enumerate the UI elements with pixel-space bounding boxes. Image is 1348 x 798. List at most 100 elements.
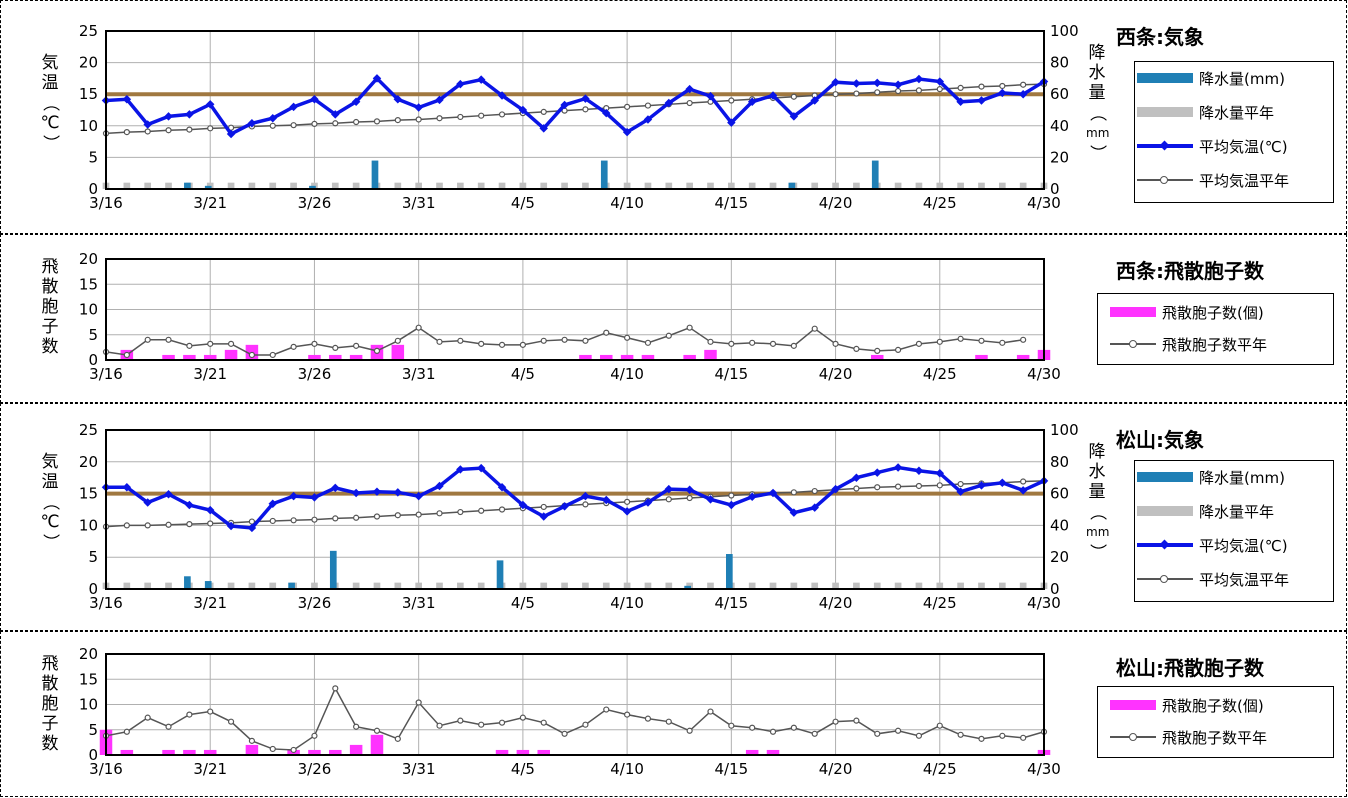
- spore-bar: [308, 354, 321, 360]
- temp-point: [893, 80, 903, 89]
- y-tick-label: 20: [79, 250, 98, 268]
- y-tick-label: 10: [79, 696, 98, 714]
- temp-point: [289, 102, 298, 112]
- spore-bar: [704, 349, 717, 360]
- plot-frame: [105, 429, 1045, 590]
- y-tick-label: 15: [79, 485, 98, 503]
- spore-normal-point: [686, 324, 693, 331]
- rain-normal-bar: [165, 582, 172, 589]
- spore-normal-point: [957, 335, 964, 342]
- temp-normal-point: [457, 508, 464, 516]
- temp-normal-point: [165, 127, 172, 134]
- rain-normal-bar: [290, 182, 297, 189]
- spore-bar: [641, 354, 655, 360]
- temp-point: [873, 78, 882, 88]
- rain-normal-bar: [457, 182, 464, 189]
- temp-normal-point: [144, 522, 151, 529]
- temp-point: [372, 74, 382, 83]
- spore-normal-point: [186, 711, 193, 718]
- legend-item-spores-normal: 飛散胞子数平年: [1098, 727, 1333, 747]
- rain-normal-bar: [853, 582, 860, 589]
- spore-normal-point: [207, 340, 214, 347]
- x-tick-label: 4/10: [610, 760, 644, 778]
- rain-bar: [184, 182, 191, 189]
- spore-normal-point: [498, 341, 506, 348]
- legend: 飛散胞子数(個) 飛散胞子数平年: [1097, 293, 1334, 365]
- temp-normal-point: [644, 102, 652, 109]
- rain-normal-bar: [665, 182, 673, 189]
- y-tick-label: 15: [79, 670, 98, 688]
- panel-saijo-spores: 3/16 3/21 3/26 3/31 4/5 4/10 4/15 4/20 4/25 4/30 0…: [0, 234, 1347, 403]
- temp-normal-point: [1020, 81, 1027, 88]
- rain-normal-bar: [582, 182, 589, 189]
- spore-bar: [120, 749, 134, 755]
- temp-normal-point: [540, 108, 547, 115]
- x-tick-label: 4/20: [819, 194, 853, 212]
- spore-normal-point: [686, 727, 693, 734]
- rain-normal-bar: [790, 582, 798, 589]
- spore-normal-point: [498, 719, 506, 726]
- spore-bar: [870, 354, 884, 360]
- spore-normal-point: [290, 746, 297, 754]
- temp-normal-point: [415, 116, 422, 123]
- spore-normal-point: [707, 708, 714, 715]
- plot-frame: [105, 30, 1045, 190]
- temp-point: [914, 74, 924, 84]
- temp-normal-point: [853, 90, 860, 97]
- spore-normal-point: [790, 342, 797, 349]
- spore-normal-point: [457, 717, 464, 724]
- spore-normal-point: [624, 711, 631, 718]
- rain-normal-bar: [769, 582, 777, 589]
- y-tick-label: 15: [79, 275, 98, 293]
- rain-normal-bar: [811, 582, 819, 589]
- x-tick-label: 4/25: [923, 594, 957, 612]
- y2-tick-label: 60: [1050, 85, 1069, 103]
- rain-normal-bar: [978, 182, 985, 189]
- rain-normal-bar: [832, 582, 839, 589]
- rain-normal-bar: [269, 582, 277, 589]
- x-tick-label: 4/25: [923, 194, 957, 212]
- rain-normal-bar: [436, 182, 443, 189]
- legend-item-temp-normal: 平均気温平年: [1135, 569, 1333, 589]
- spore-normal-point: [561, 336, 568, 343]
- temp-point: [643, 498, 653, 507]
- y-tick-label: 0: [88, 746, 98, 764]
- x-tick-label: 4/5: [511, 365, 535, 383]
- spore-normal-point: [790, 724, 797, 731]
- rain-normal-bar: [311, 582, 318, 589]
- temp-normal-point: [978, 83, 985, 90]
- spore-normal-point: [894, 346, 902, 354]
- temp-point: [268, 499, 277, 509]
- temp-point: [914, 466, 924, 475]
- temp-point: [205, 100, 215, 109]
- panel-matsuyama-spores: 3/16 3/21 3/26 3/31 4/5 4/10 4/15 4/20 4/25 4/30 0…: [0, 631, 1347, 797]
- temp-normal-point: [498, 111, 506, 118]
- x-tick-label: 4/10: [610, 594, 644, 612]
- chart-saijo-weather: 3/16 3/21 3/26 3/31 4/5 4/10 4/15 4/20 4/25 4/300…: [79, 22, 1079, 212]
- y-tick-label: 0: [88, 351, 98, 369]
- spore-normal-point: [874, 347, 881, 355]
- rain-normal-bar: [269, 182, 277, 189]
- legend-item-rain: 降水量(mm): [1135, 467, 1333, 487]
- x-tick-label: 3/16: [89, 594, 123, 612]
- rain-bar: [184, 576, 191, 589]
- temp-normal-point: [790, 93, 797, 100]
- rain-normal-bar: [1019, 582, 1027, 589]
- spore-bar: [349, 354, 363, 360]
- rain-normal-bar: [331, 182, 339, 189]
- temp-normal-point: [999, 82, 1006, 90]
- temp-point: [247, 523, 257, 533]
- rain-normal-bar: [623, 182, 631, 189]
- spore-normal-point: [749, 724, 756, 731]
- x-tick-label: 4/15: [714, 365, 748, 383]
- temp-point: [289, 491, 298, 501]
- x-tick-label: 4/15: [714, 194, 748, 212]
- temp-point: [185, 110, 194, 119]
- y-tick-label: 25: [79, 22, 98, 40]
- spore-normal-point: [436, 338, 443, 345]
- x-tick-label: 4/25: [923, 760, 957, 778]
- spore-bar: [766, 749, 780, 755]
- spore-normal-point: [832, 340, 839, 347]
- rain-normal-bar: [769, 182, 777, 189]
- rain-normal-bar: [686, 182, 693, 189]
